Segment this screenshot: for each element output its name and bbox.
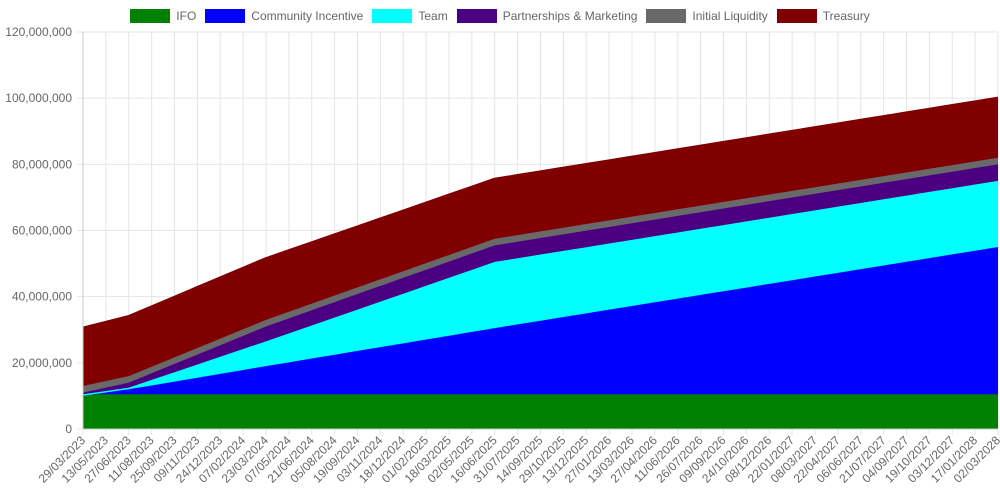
legend-item-partnerships-marketing[interactable]: Partnerships & Marketing [456,9,638,23]
y-tick-label: 100,000,000 [5,91,72,105]
legend-swatch-community-incentive [205,9,246,23]
legend-item-treasury[interactable]: Treasury [776,9,870,23]
legend-label-treasury: Treasury [822,9,870,23]
legend-swatch-treasury [776,9,817,23]
y-tick-label: 20,000,000 [12,356,72,370]
legend-label-initial-liquidity: Initial Liquidity [692,9,768,23]
y-tick-label: 40,000,000 [12,290,72,304]
y-tick-label: 120,000,000 [5,25,72,39]
legend-swatch-partnerships-marketing [456,9,497,23]
legend-label-partnerships-marketing: Partnerships & Marketing [502,9,638,23]
y-tick-label: 0 [65,422,72,436]
legend-item-ifo[interactable]: IFO [130,9,196,23]
legend-item-community-incentive[interactable]: Community Incentive [205,9,363,23]
y-tick-label: 80,000,000 [12,157,72,171]
legend-swatch-initial-liquidity [646,9,687,23]
legend-swatch-ifo [130,9,171,23]
legend-item-team[interactable]: Team [372,9,448,23]
line-treasury [82,96,999,330]
line-team [82,179,999,396]
area-community-incentive [83,247,998,395]
legend-swatch-team [372,9,413,23]
legend: IFO Community Incentive Team Partnership… [0,6,1000,26]
legend-label-community-incentive: Community Incentive [251,9,364,23]
area-team [83,180,998,395]
legend-label-team: Team [418,9,448,23]
area-treasury [83,98,998,386]
legend-item-initial-liquidity[interactable]: Initial Liquidity [646,9,768,23]
y-tick-label: 60,000,000 [12,224,72,238]
x-tick-labels: 29/03/202313/05/202327/06/202311/08/2023… [36,433,1000,486]
legend-label-ifo: IFO [176,9,197,23]
series-areas [82,96,999,429]
area-ifo [83,394,998,429]
area-partnerships-marketing [83,164,998,395]
axes [82,32,998,430]
y-tick-labels: 0 20,000,000 40,000,000 60,000,000 80,000,00… [5,25,72,436]
